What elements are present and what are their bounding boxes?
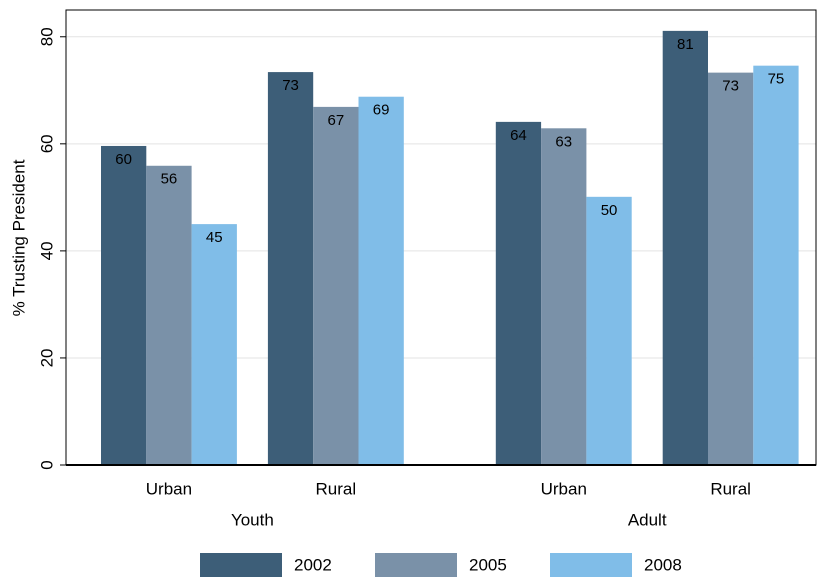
bar bbox=[586, 196, 632, 466]
y-tick-label: 20 bbox=[37, 348, 56, 367]
group-label: Youth bbox=[231, 510, 274, 529]
value-label: 73 bbox=[722, 78, 739, 95]
bar bbox=[146, 165, 192, 466]
x-tick-label: Rural bbox=[316, 479, 357, 498]
y-tick-label: 60 bbox=[37, 134, 56, 153]
legend-swatch bbox=[375, 553, 457, 577]
legend-label: 2008 bbox=[644, 555, 682, 574]
value-label: 63 bbox=[555, 133, 572, 150]
y-tick-label: 40 bbox=[37, 241, 56, 260]
value-label: 69 bbox=[373, 102, 390, 119]
bar bbox=[753, 65, 799, 465]
bar bbox=[541, 128, 587, 466]
value-label: 81 bbox=[677, 36, 694, 53]
bar bbox=[313, 106, 359, 465]
legend-swatch bbox=[200, 553, 282, 577]
group-label: Adult bbox=[628, 510, 667, 529]
y-tick-label: 80 bbox=[37, 27, 56, 46]
value-label: 56 bbox=[161, 171, 178, 188]
bar bbox=[358, 96, 404, 465]
bar bbox=[101, 145, 147, 465]
value-label: 60 bbox=[115, 151, 132, 168]
value-label: 64 bbox=[510, 127, 527, 144]
y-axis-label: % Trusting President bbox=[9, 159, 28, 316]
x-tick-label: Rural bbox=[710, 479, 751, 498]
value-label: 50 bbox=[601, 202, 618, 219]
value-label: 45 bbox=[206, 229, 223, 246]
x-tick-label: Urban bbox=[146, 479, 192, 498]
y-tick-label: 0 bbox=[37, 460, 56, 469]
legend-label: 2005 bbox=[469, 555, 507, 574]
value-label: 75 bbox=[768, 71, 785, 88]
bar bbox=[495, 121, 542, 466]
bar bbox=[267, 72, 314, 465]
bar bbox=[191, 224, 237, 465]
x-tick-label: Urban bbox=[541, 479, 587, 498]
value-label: 73 bbox=[282, 77, 299, 94]
bar bbox=[708, 72, 754, 466]
legend-label: 2002 bbox=[294, 555, 332, 574]
legend-swatch bbox=[550, 553, 632, 577]
bar bbox=[662, 30, 708, 466]
value-label: 67 bbox=[328, 112, 345, 129]
